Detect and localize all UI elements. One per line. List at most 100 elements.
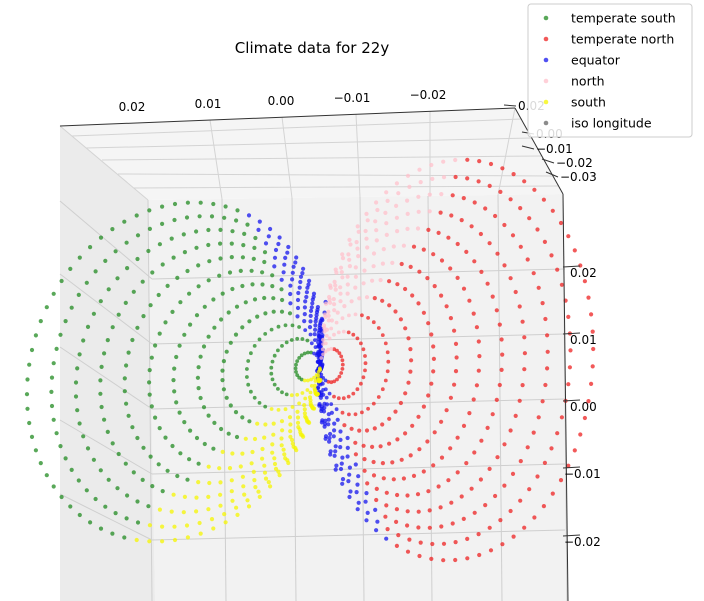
- data-point: [290, 405, 295, 409]
- data-point: [241, 243, 246, 248]
- data-point: [295, 314, 300, 319]
- data-point: [235, 208, 240, 213]
- data-point: [211, 297, 216, 302]
- data-point: [272, 456, 277, 461]
- data-point: [297, 325, 301, 329]
- data-point: [342, 304, 347, 309]
- data-point: [270, 442, 275, 447]
- data-point: [234, 218, 239, 223]
- data-point: [240, 415, 245, 420]
- data-point: [317, 403, 322, 408]
- data-point: [245, 367, 249, 371]
- data-point: [98, 391, 103, 396]
- data-point: [347, 412, 351, 417]
- data-point: [257, 401, 262, 405]
- data-point: [196, 386, 201, 391]
- legend-frame: [527, 3, 693, 138]
- data-point: [247, 319, 252, 324]
- data-point: [326, 318, 331, 323]
- data-point: [365, 218, 370, 223]
- data-point: [429, 556, 434, 562]
- data-point: [38, 461, 43, 466]
- data-point: [110, 441, 115, 446]
- data-point: [427, 209, 432, 214]
- data-point: [340, 455, 345, 460]
- data-point: [246, 359, 251, 363]
- data-point: [311, 291, 317, 296]
- data-point: [349, 426, 354, 431]
- data-point: [421, 469, 426, 474]
- grid-line: [59, 419, 153, 475]
- data-point: [500, 166, 505, 171]
- data-point: [342, 423, 347, 428]
- data-point: [211, 201, 216, 207]
- data-point: [329, 402, 334, 406]
- data-point: [172, 217, 177, 223]
- data-point: [300, 391, 305, 395]
- data-point: [303, 299, 308, 304]
- data-point: [332, 347, 337, 352]
- data-point: [380, 261, 385, 266]
- data-point: [323, 418, 328, 423]
- data-point: [276, 387, 280, 391]
- data-point: [113, 249, 118, 254]
- data-point: [197, 520, 202, 526]
- data-point: [586, 399, 591, 404]
- data-point: [314, 316, 319, 321]
- axis-panes: [60, 108, 568, 601]
- data-point: [240, 451, 245, 456]
- data-point: [545, 366, 550, 371]
- data-point: [398, 317, 403, 322]
- data-point: [541, 197, 547, 202]
- data-point: [403, 391, 408, 396]
- data-point: [227, 270, 233, 275]
- data-point: [253, 485, 258, 490]
- data-point: [307, 420, 312, 425]
- data-point: [262, 250, 268, 255]
- data-point: [307, 325, 313, 330]
- data-point: [206, 494, 211, 499]
- data-point: [312, 375, 316, 380]
- data-point: [329, 318, 334, 323]
- data-point: [453, 369, 459, 374]
- data-point: [196, 284, 201, 289]
- data-point: [337, 374, 342, 379]
- data-point: [249, 461, 254, 466]
- data-point: [280, 428, 285, 433]
- data-point: [566, 234, 571, 239]
- data-point: [376, 395, 381, 399]
- data-point: [157, 507, 162, 512]
- data-point: [452, 328, 457, 333]
- data-point: [234, 434, 240, 440]
- data-point: [245, 222, 250, 227]
- data-point: [383, 514, 388, 519]
- data-point: [88, 245, 93, 250]
- data-point: [452, 382, 457, 387]
- data-point: [426, 489, 431, 494]
- data-point: [395, 492, 400, 498]
- grid-line: [497, 107, 516, 196]
- data-point: [323, 349, 328, 354]
- data-point: [198, 395, 203, 401]
- data-point: [518, 459, 523, 464]
- legend-marker: [543, 120, 549, 126]
- data-point: [439, 192, 444, 197]
- data-point: [345, 282, 350, 287]
- data-point: [559, 415, 565, 420]
- data-point: [385, 350, 390, 355]
- data-point: [508, 197, 513, 202]
- data-point: [393, 409, 398, 414]
- data-point: [408, 369, 413, 374]
- data-point: [326, 422, 331, 427]
- data-point: [288, 429, 293, 434]
- data-point: [395, 229, 400, 234]
- data-point: [319, 356, 324, 360]
- data-point: [323, 436, 328, 441]
- data-point: [174, 400, 179, 405]
- data-point: [44, 305, 49, 310]
- data-point: [150, 270, 155, 275]
- data-point: [160, 524, 165, 529]
- data-point: [453, 174, 458, 180]
- data-point: [326, 313, 331, 318]
- data-point: [147, 208, 152, 213]
